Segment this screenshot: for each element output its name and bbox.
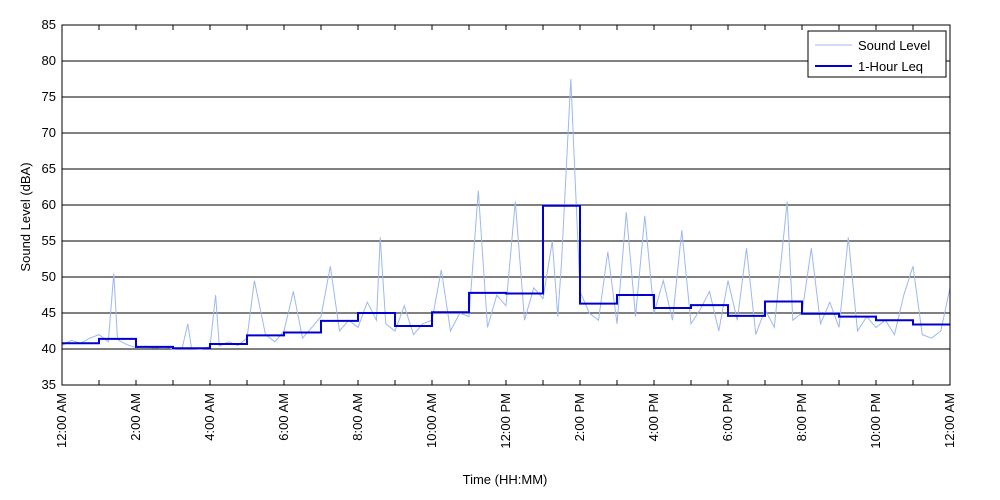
y-tick-label: 35 [42,377,56,392]
leq-step-line [62,204,950,350]
y-tick-label: 45 [42,305,56,320]
y-tick-label: 50 [42,269,56,284]
x-tick-label: 6:00 AM [276,393,291,441]
y-tick-label: 80 [42,53,56,68]
y-tick-label: 55 [42,233,56,248]
y-tick-label: 60 [42,197,56,212]
y-tick-label: 65 [42,161,56,176]
legend-label-sound-level: Sound Level [858,38,930,53]
y-axis-label: Sound Level (dBA) [18,162,33,271]
y-axis-ticks: 35 40 45 50 55 60 65 70 75 80 85 [42,17,950,392]
x-tick-label: 2:00 AM [128,393,143,441]
y-tick-label: 70 [42,125,56,140]
x-tick-label: 10:00 AM [424,393,439,448]
x-axis-label: Time (HH:MM) [463,472,548,487]
y-tick-label: 75 [42,89,56,104]
x-tick-label: 4:00 PM [646,393,661,441]
x-tick-label: 4:00 AM [202,393,217,441]
x-tick-label: 12:00 AM [942,393,957,448]
y-tick-label: 85 [42,17,56,32]
x-tick-label: 8:00 PM [794,393,809,441]
x-tick-label: 10:00 PM [868,393,883,449]
x-tick-label: 6:00 PM [720,393,735,441]
x-axis-ticks: 12:00 AM 2:00 AM 4:00 AM 6:00 AM 8:00 AM 10:0… [54,25,957,449]
legend-label-leq: 1-Hour Leq [858,59,923,74]
x-tick-label: 12:00 AM [54,393,69,448]
legend: Sound Level 1-Hour Leq [807,30,947,78]
x-tick-label: 12:00 PM [498,393,513,449]
x-tick-label: 8:00 AM [350,393,365,441]
leq-series [62,204,950,350]
y-tick-label: 40 [42,341,56,356]
x-tick-label: 2:00 PM [572,393,587,441]
legend-box [807,30,947,78]
